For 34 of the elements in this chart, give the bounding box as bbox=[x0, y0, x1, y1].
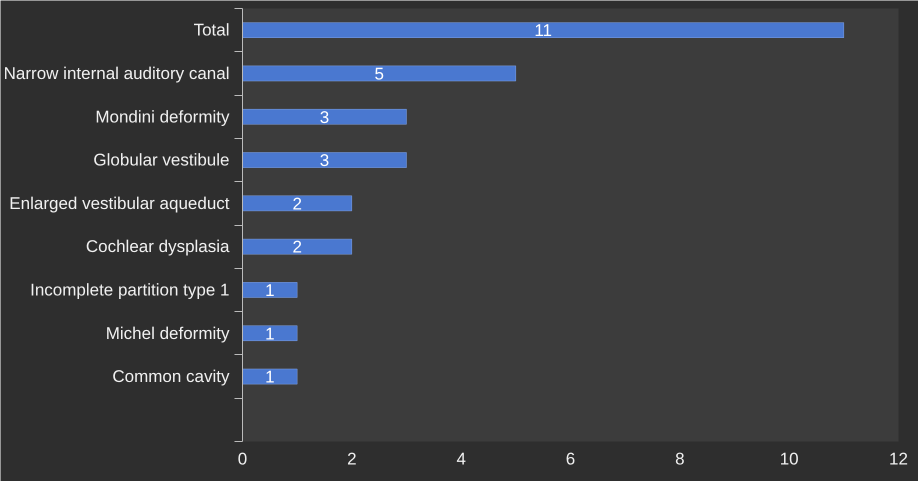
data-label: 2 bbox=[292, 238, 302, 257]
x-tick-label: 8 bbox=[675, 450, 685, 468]
bar bbox=[242, 108, 407, 125]
data-label: 11 bbox=[534, 21, 552, 40]
bar bbox=[242, 66, 516, 82]
bar bbox=[242, 196, 352, 212]
data-label: 5 bbox=[374, 64, 384, 84]
bar bbox=[242, 22, 844, 38]
y-tick-label: Narrow internal auditory canal bbox=[4, 64, 230, 83]
data-label: 3 bbox=[320, 108, 330, 127]
y-tick-label: Common cavity bbox=[112, 367, 230, 386]
bar bbox=[242, 325, 298, 342]
y-tick-label: Michel deformity bbox=[106, 324, 230, 343]
bar bbox=[242, 368, 298, 384]
y-tick-label: Globular vestibule bbox=[93, 150, 230, 170]
y-tick-label: Total bbox=[194, 20, 230, 40]
x-tick-label: 6 bbox=[566, 450, 576, 468]
data-label: 1 bbox=[265, 368, 275, 387]
x-tick-label: 10 bbox=[780, 450, 799, 468]
data-label: 3 bbox=[320, 151, 330, 170]
x-tick-label: 4 bbox=[456, 450, 466, 468]
y-tick-label: Incomplete partition type 1 bbox=[30, 280, 230, 300]
y-tick-label: Mondini deformity bbox=[95, 107, 230, 126]
x-tick-label: 0 bbox=[238, 450, 248, 468]
bar bbox=[242, 238, 352, 254]
data-label: 1 bbox=[265, 324, 275, 344]
data-label: 1 bbox=[265, 280, 275, 300]
data-label: 2 bbox=[292, 194, 302, 214]
bar bbox=[242, 282, 298, 298]
x-tick-label: 2 bbox=[347, 450, 357, 468]
y-tick-label: Enlarged vestibular aqueduct bbox=[9, 194, 230, 213]
y-tick-label: Cochlear dysplasia bbox=[86, 237, 230, 256]
bar bbox=[242, 152, 407, 168]
x-tick-label: 12 bbox=[889, 450, 908, 468]
